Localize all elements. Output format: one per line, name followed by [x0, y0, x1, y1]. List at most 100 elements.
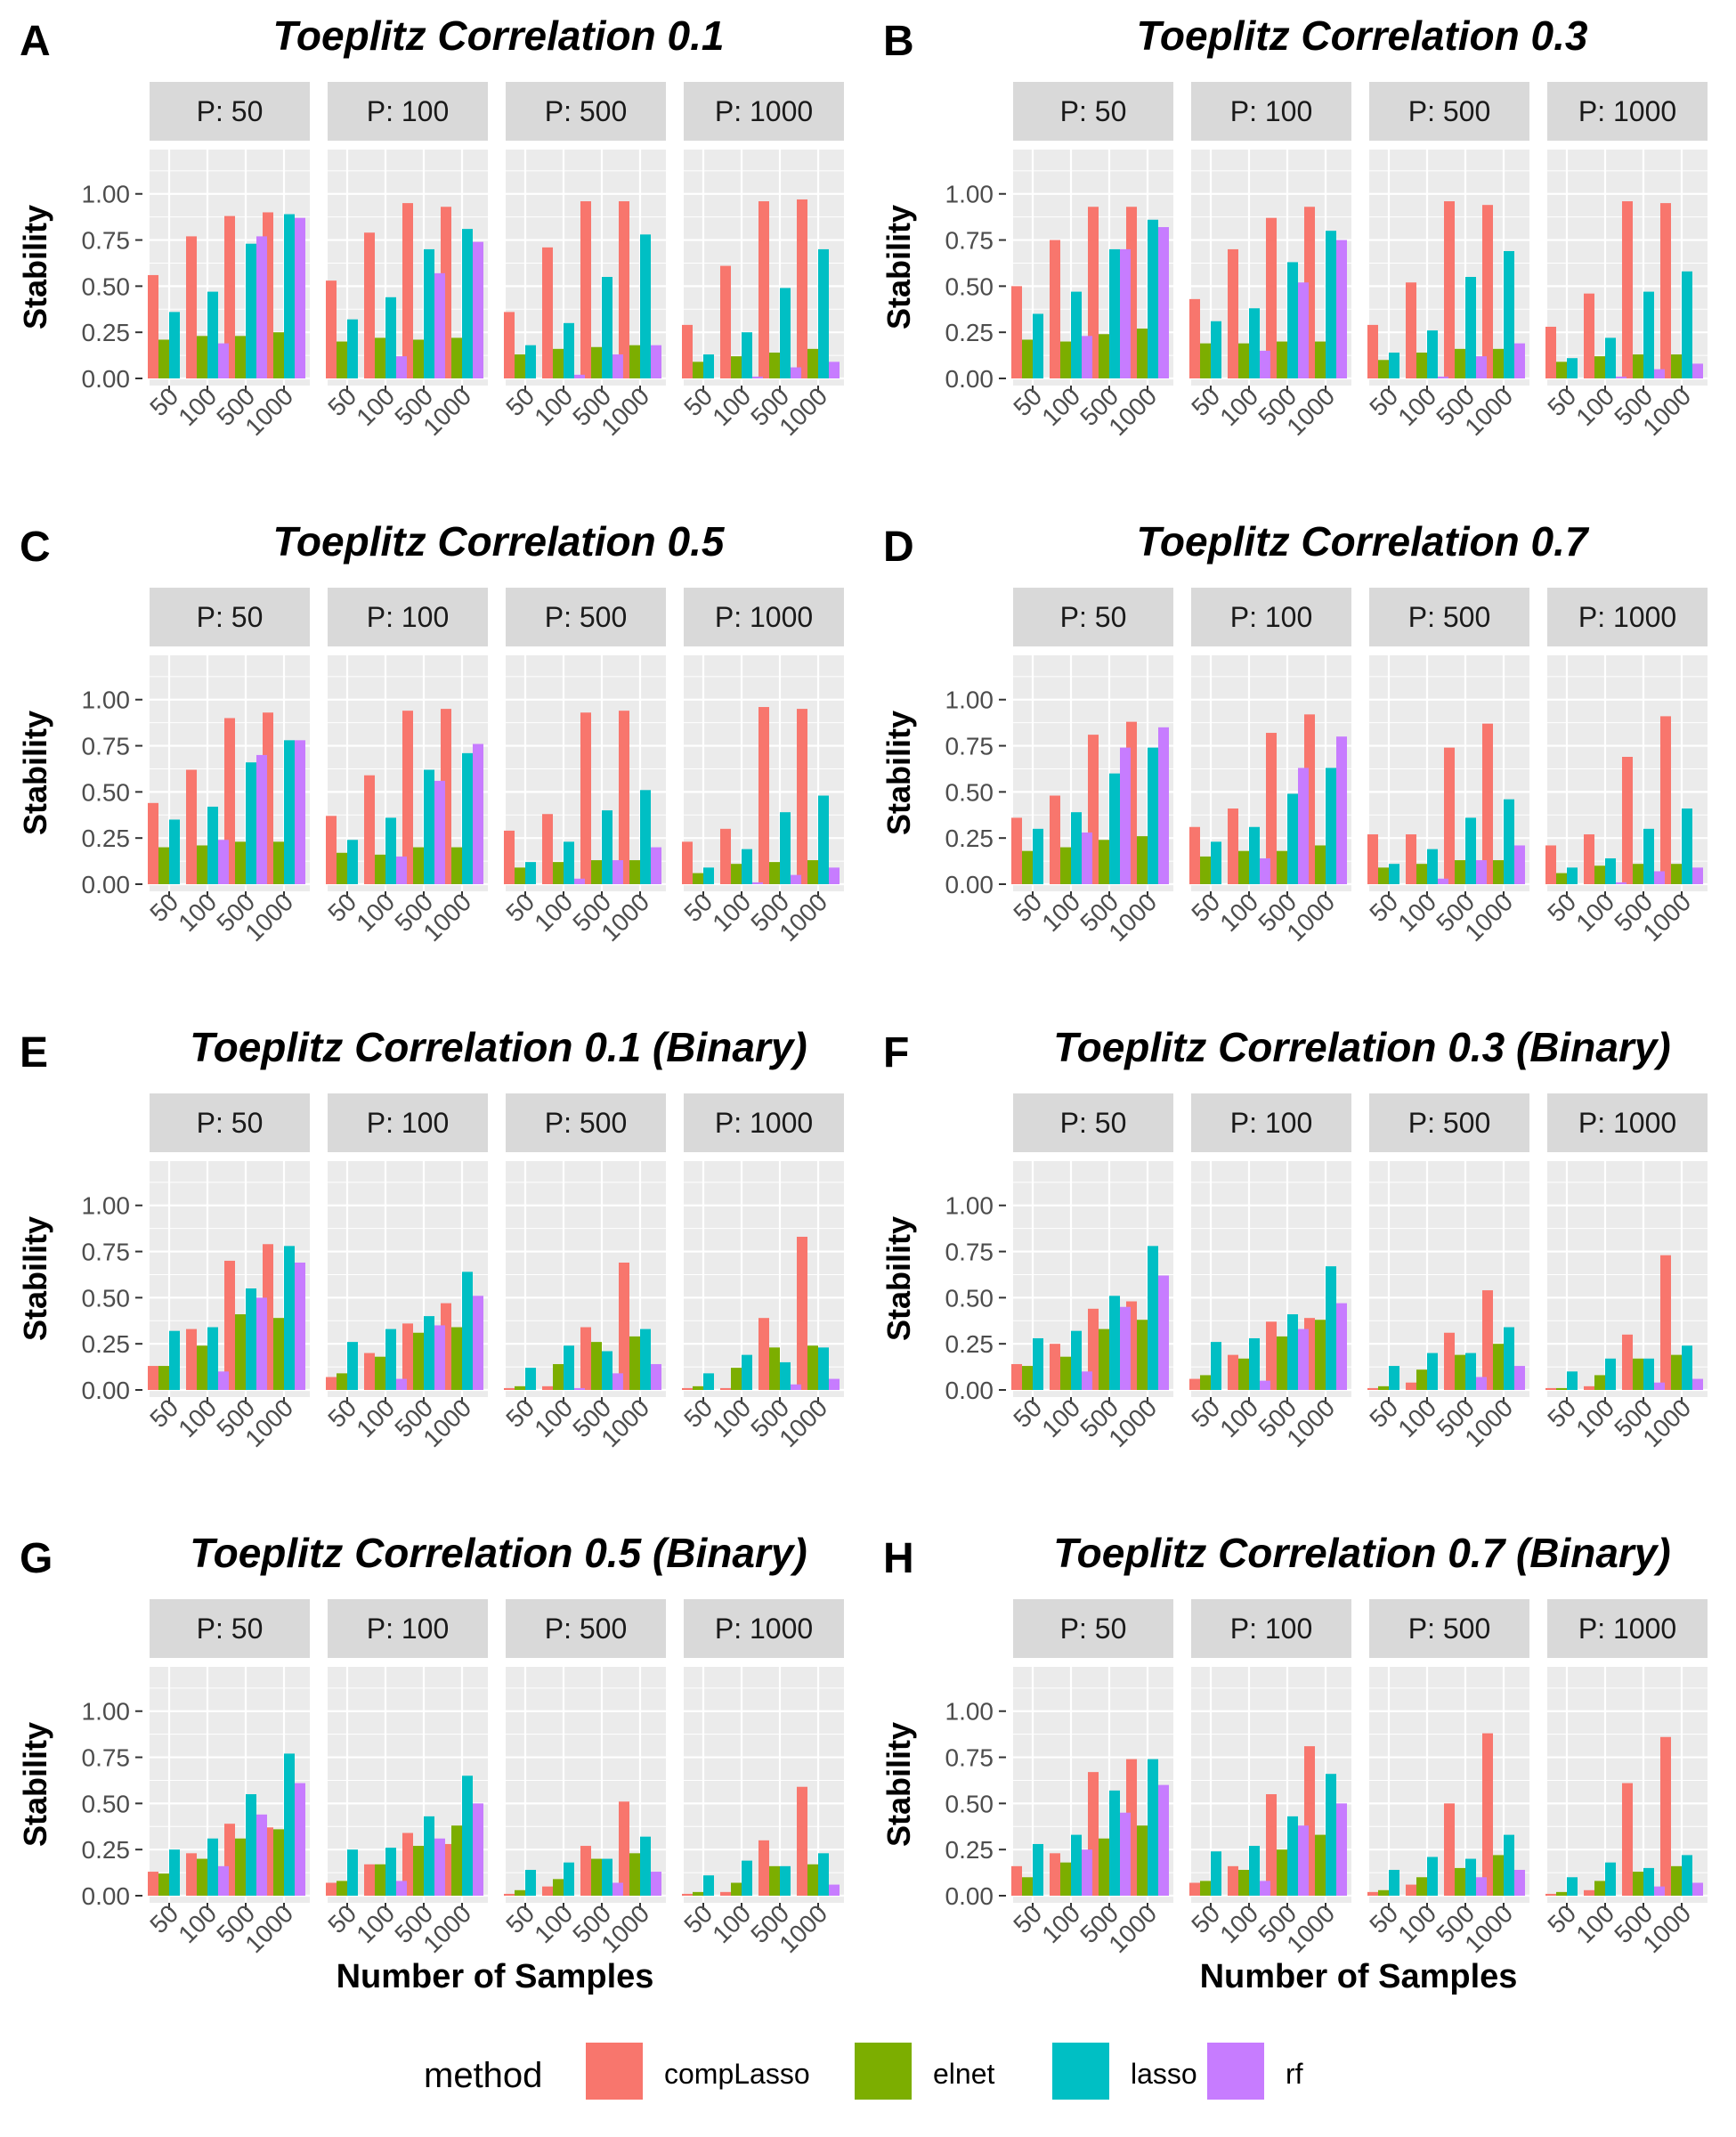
bar-lasso — [1326, 768, 1336, 884]
bar-complasso — [1367, 834, 1378, 884]
bar-elnet — [807, 348, 818, 378]
y-tick-label: 0.50 — [82, 1790, 131, 1817]
bar-rf — [1336, 736, 1347, 884]
facet-strip — [1013, 1093, 1173, 1152]
bar-complasso — [797, 1786, 807, 1896]
bar-lasso — [347, 840, 358, 884]
bar-complasso — [364, 1864, 375, 1896]
bar-lasso — [246, 243, 256, 378]
y-tick-label: 0.00 — [82, 365, 131, 393]
bar-lasso — [1326, 1774, 1336, 1896]
bar-elnet — [515, 354, 525, 378]
bar-lasso — [564, 1345, 574, 1390]
bar-lasso — [640, 1836, 651, 1896]
bar-rf — [1298, 1329, 1309, 1390]
y-tick-label: 0.75 — [945, 227, 994, 255]
bar-complasso — [1622, 756, 1633, 884]
bar-lasso — [1071, 1834, 1082, 1896]
bar-elnet — [1378, 360, 1389, 378]
bar-complasso — [1367, 1891, 1378, 1896]
bar-rf — [1336, 1303, 1347, 1390]
bar-lasso — [1682, 271, 1692, 378]
bar-lasso — [169, 312, 180, 378]
bar-elnet — [1455, 1354, 1465, 1390]
facet-label: P: 1000 — [715, 1613, 813, 1645]
facet-strip — [150, 588, 310, 646]
bar-lasso — [284, 1753, 295, 1896]
bar-elnet — [1493, 860, 1504, 884]
bar-rf — [1298, 282, 1309, 378]
bar-lasso — [1504, 799, 1514, 884]
bar-complasso — [1189, 826, 1200, 884]
bar-lasso — [424, 1316, 434, 1390]
facet-strip — [506, 1093, 666, 1152]
bar-rf — [473, 1803, 483, 1896]
y-tick-label: 0.25 — [945, 319, 994, 346]
y-tick-label: 0.50 — [945, 272, 994, 300]
bar-lasso — [207, 1327, 218, 1390]
facet-label: P: 500 — [1408, 601, 1491, 633]
bar-lasso — [207, 1838, 218, 1896]
bar-lasso — [742, 1860, 752, 1896]
bar-rf — [256, 1297, 267, 1390]
bar-elnet — [629, 860, 640, 884]
bar-elnet — [807, 1345, 818, 1390]
bar-lasso — [1567, 867, 1578, 884]
bar-elnet — [451, 1825, 462, 1896]
bar-elnet — [337, 341, 347, 378]
bar-elnet — [158, 847, 169, 884]
bar-elnet — [591, 1858, 602, 1896]
bar-lasso — [1326, 231, 1336, 378]
bar-complasso — [1622, 1783, 1633, 1896]
legend-key-complasso — [586, 2043, 643, 2100]
bar-lasso — [347, 1849, 358, 1896]
bar-rf — [574, 1387, 585, 1390]
bar-lasso — [1605, 1862, 1616, 1896]
y-tick-label: 0.50 — [82, 778, 131, 806]
bar-lasso — [1033, 1337, 1043, 1390]
bar-complasso — [1545, 845, 1556, 884]
bar-complasso — [542, 1385, 553, 1390]
facet-strip — [684, 1599, 844, 1658]
bar-elnet — [591, 860, 602, 884]
bar-lasso — [424, 769, 434, 884]
bar-complasso — [364, 775, 375, 884]
facet-strip — [1369, 1599, 1529, 1658]
bar-lasso — [462, 752, 473, 884]
bar-lasso — [1465, 277, 1476, 378]
bar-complasso — [1660, 716, 1671, 884]
x-tick-label: 100 — [1214, 382, 1263, 431]
bar-lasso — [1071, 1330, 1082, 1390]
bar-lasso — [1605, 857, 1616, 884]
bar-lasso — [385, 817, 396, 884]
bar-complasso — [682, 324, 693, 378]
bar-complasso — [1584, 1385, 1594, 1390]
facet-label: P: 500 — [545, 601, 628, 633]
facet-label: P: 100 — [1230, 95, 1313, 127]
bar-complasso — [1622, 1334, 1633, 1390]
bar-rf — [1120, 248, 1131, 378]
legend-label: elnet — [933, 2058, 995, 2090]
bar-lasso — [462, 1775, 473, 1896]
bar-rf — [434, 1325, 445, 1390]
bar-rf — [1654, 1886, 1665, 1896]
bar-complasso — [1444, 201, 1455, 378]
bar-elnet — [1633, 864, 1643, 884]
x-tick-label: 100 — [1214, 888, 1263, 937]
bar-lasso — [703, 867, 714, 884]
y-tick-label: 0.25 — [945, 825, 994, 852]
bar-rf — [256, 236, 267, 378]
x-tick-label: 100 — [173, 382, 222, 431]
x-tick-label: 100 — [351, 1899, 400, 1948]
panel-letter: D — [883, 524, 914, 571]
legend-key-lasso — [1052, 2043, 1109, 2100]
bar-lasso — [1682, 1855, 1692, 1896]
bar-lasso — [818, 795, 829, 884]
bar-elnet — [1200, 1881, 1211, 1896]
bar-elnet — [1633, 1358, 1643, 1390]
bar-lasso — [1389, 352, 1399, 378]
